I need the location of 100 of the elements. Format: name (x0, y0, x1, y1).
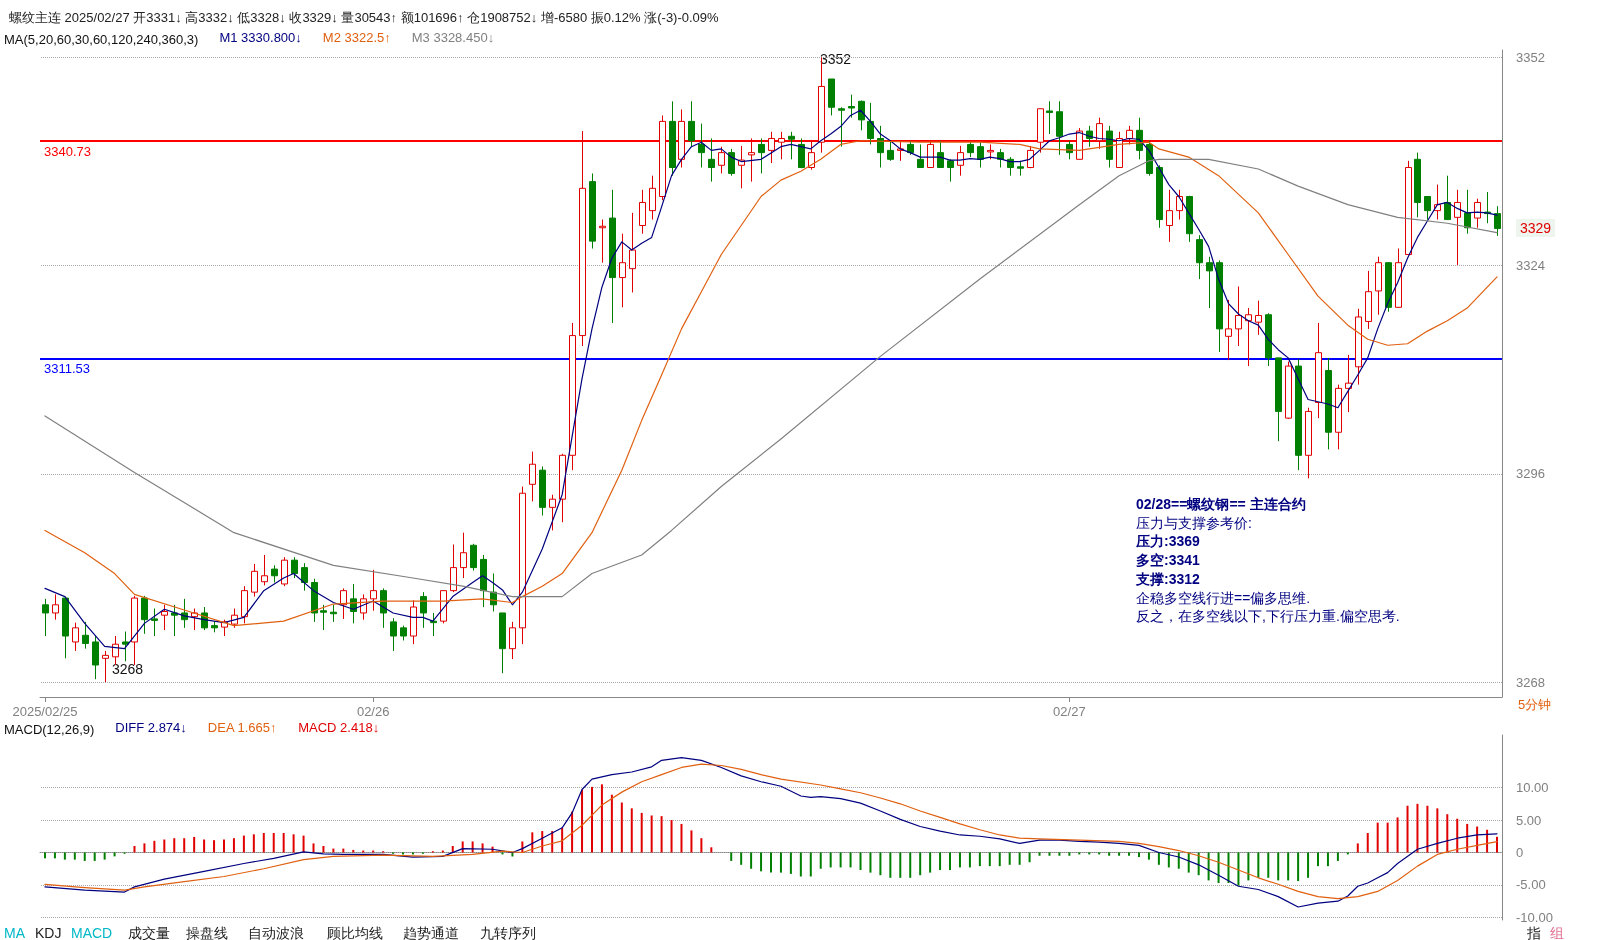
candlestick (430, 612, 437, 637)
candlestick (1235, 285, 1242, 347)
bar (680, 823, 683, 853)
bar (949, 852, 952, 871)
candlestick (1424, 196, 1431, 221)
x-tick-label: 2025/02/25 (12, 704, 78, 719)
text: 5分钟 (1518, 697, 1552, 712)
text: 自动波浪 (248, 925, 304, 940)
y-tick-label: 10.00 (1516, 780, 1549, 796)
bar (322, 846, 325, 853)
candlestick (1474, 198, 1481, 229)
candlestick (957, 145, 964, 177)
bar (571, 811, 574, 853)
annotation: 3268 (112, 661, 144, 677)
bar (213, 840, 216, 853)
bar (203, 839, 206, 853)
candlestick (698, 123, 705, 168)
bar (1068, 852, 1071, 856)
candlestick (1096, 117, 1103, 150)
text: 操盘线 (186, 925, 228, 940)
bar (1108, 852, 1111, 856)
bar (1008, 852, 1011, 865)
bar (889, 852, 892, 878)
legend-title: MA(5,20,60,30,60,120,240,360,3) (4, 32, 199, 47)
bar (1137, 852, 1140, 858)
bar (133, 846, 136, 853)
candlestick (171, 604, 178, 637)
candlestick (92, 635, 99, 680)
bar (968, 852, 971, 868)
text: 趋势通道 (403, 925, 459, 940)
candlestick (728, 148, 735, 177)
candlestick (917, 143, 924, 168)
bar (620, 802, 623, 853)
candlestick (370, 569, 377, 612)
candlestick (72, 622, 79, 652)
bar (978, 852, 981, 867)
bar (1297, 852, 1300, 882)
bar (1436, 808, 1439, 853)
bar (1336, 852, 1339, 861)
bar (1376, 822, 1379, 853)
candlestick (748, 138, 755, 183)
candlestick (102, 650, 109, 683)
bar (650, 815, 653, 853)
candlestick (997, 148, 1004, 168)
bar (929, 852, 932, 873)
candlestick (718, 146, 725, 174)
annotation: 企稳多空线行进==偏多思维. (1136, 589, 1311, 606)
bar (690, 830, 693, 853)
bar (1406, 805, 1409, 853)
candlestick (788, 131, 795, 160)
bar (899, 852, 902, 878)
ref-line-label: 3340.73 (44, 144, 91, 160)
x-tick-label: 02/26 (356, 704, 390, 719)
bar (1247, 852, 1250, 881)
bar (859, 852, 862, 871)
y-tick-label: -5.00 (1516, 877, 1546, 893)
candlestick (52, 593, 59, 621)
chart-title: 螺纹主连 2025/02/27 开3331↓ 高3332↓ 低3328↓ 收3329↓ 量30543↑ 额101696↑ 仓1908752↓ 增-6580 振0.12% 涨(-3)-0.09% (9, 10, 720, 25)
bar (1496, 836, 1499, 853)
bar (630, 808, 633, 853)
text: MACD (71, 925, 113, 940)
candlestick (281, 556, 288, 587)
y-tick-label: 3352 (1516, 49, 1545, 65)
bar (581, 789, 584, 853)
bar (153, 840, 156, 853)
bar (1317, 852, 1320, 867)
candlestick (1206, 256, 1213, 309)
text: 成交量 (128, 925, 170, 940)
bar (1416, 803, 1419, 853)
candlestick (867, 102, 874, 145)
bar (799, 852, 802, 877)
bar (939, 852, 942, 871)
candlestick (927, 140, 934, 168)
y-tick-label: 3296 (1516, 466, 1545, 482)
bar (183, 838, 186, 853)
bar (740, 852, 743, 865)
bar (779, 852, 782, 873)
bar (252, 834, 255, 853)
bar (1356, 843, 1359, 853)
candlestick (549, 494, 556, 531)
text: DIFF 2.874↓ (115, 720, 187, 735)
bar (1426, 805, 1429, 853)
bar (829, 852, 832, 868)
text: 3329 (1520, 220, 1552, 236)
bar (461, 841, 464, 853)
bar (760, 852, 763, 872)
bar (988, 852, 991, 867)
annotation: 压力与支撑参考价: (1136, 514, 1252, 531)
bar (222, 839, 225, 853)
bar (1307, 852, 1310, 878)
candlestick (758, 138, 765, 174)
candlestick (798, 138, 805, 169)
bar (789, 852, 792, 874)
candlestick (460, 532, 467, 579)
bar (232, 838, 235, 853)
bar (1257, 852, 1260, 878)
bar (53, 852, 56, 859)
bar (113, 852, 116, 857)
bar (1366, 833, 1369, 853)
bar (193, 836, 196, 853)
